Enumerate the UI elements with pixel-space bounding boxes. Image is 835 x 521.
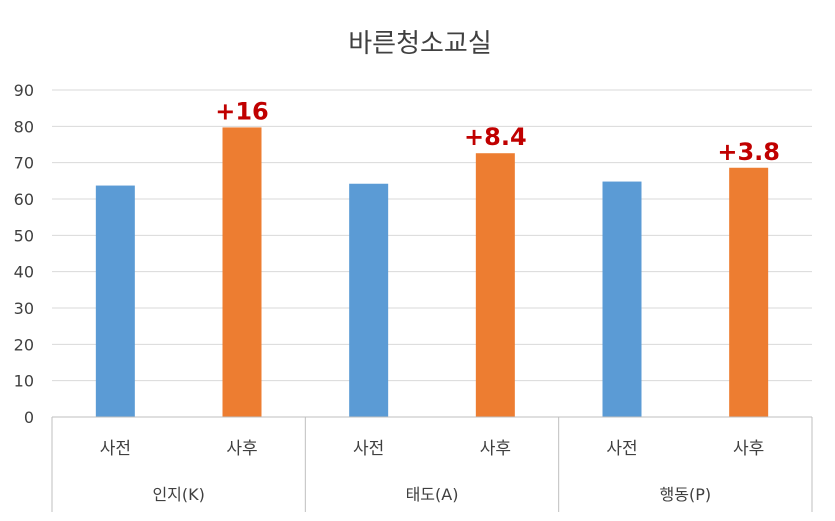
bars — [95, 127, 769, 417]
y-tick-label: 70 — [14, 154, 34, 173]
y-tick-label: 20 — [14, 335, 34, 354]
x-category-label: 사전 — [100, 439, 131, 459]
bar-pre — [349, 183, 389, 417]
x-category-label: 사후 — [226, 439, 257, 459]
bar-pre — [95, 185, 135, 417]
x-category-label: 사후 — [733, 439, 764, 459]
y-axis-ticks: 0 10 20 30 40 50 60 70 80 90 — [14, 81, 34, 427]
bar-post — [222, 127, 262, 417]
delta-label: +8.4 — [464, 123, 527, 151]
x-group-label: 태도(A) — [406, 485, 459, 504]
y-tick-label: 90 — [14, 81, 34, 100]
x-category-label: 사후 — [480, 439, 511, 459]
y-tick-label: 60 — [14, 190, 34, 209]
y-tick-label: 0 — [24, 408, 34, 427]
y-tick-label: 50 — [14, 226, 34, 245]
delta-label: +3.8 — [717, 138, 780, 166]
x-category-label: 사전 — [606, 439, 637, 459]
bar-post — [729, 167, 769, 417]
delta-label: +16 — [215, 97, 269, 125]
bar-post — [475, 153, 515, 417]
bar-pre — [602, 181, 642, 417]
x-category-label: 사전 — [353, 439, 384, 459]
y-tick-label: 40 — [14, 263, 34, 282]
chart-title: 바른청소교실 — [348, 29, 492, 59]
y-tick-label: 30 — [14, 299, 34, 318]
x-group-label: 인지(K) — [152, 485, 204, 504]
x-group-label: 행동(P) — [660, 485, 712, 504]
delta-labels: +16 +8.4 +3.8 — [215, 97, 780, 165]
grid-lines — [52, 89, 812, 382]
y-tick-label: 10 — [14, 372, 34, 391]
y-tick-label: 80 — [14, 117, 34, 136]
